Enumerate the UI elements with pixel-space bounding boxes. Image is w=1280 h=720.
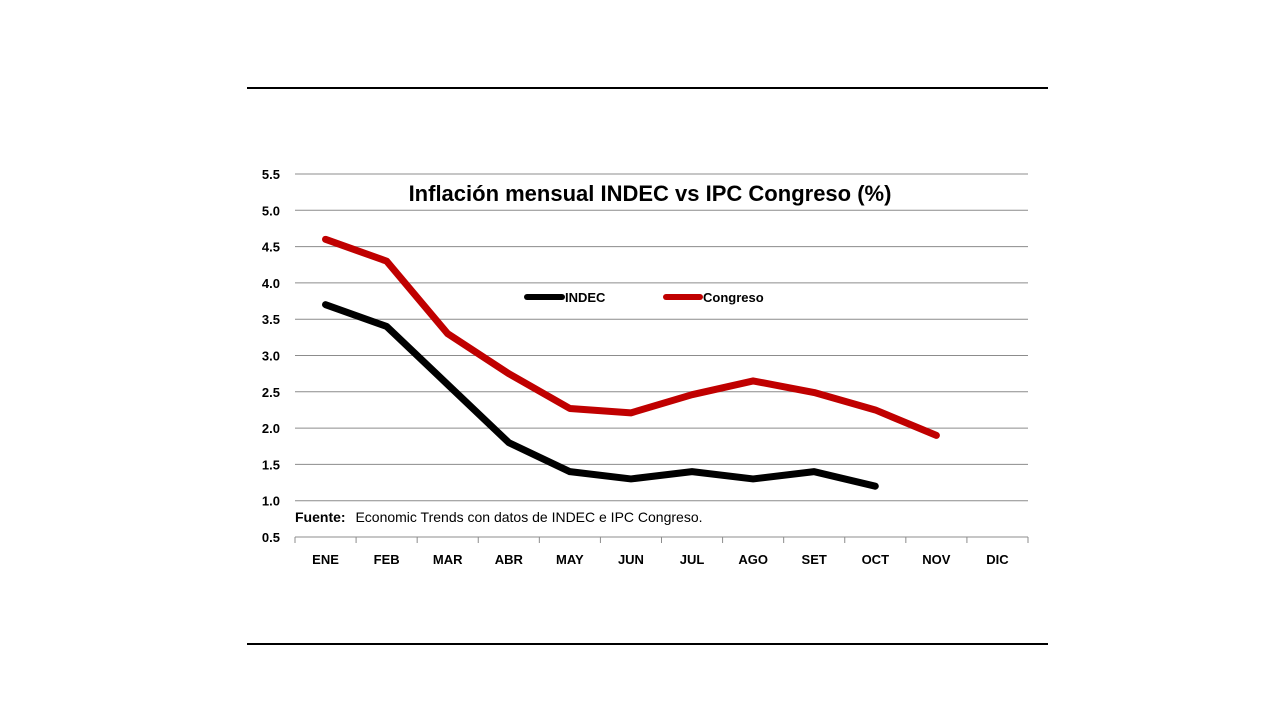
y-tick-label: 2.5 <box>262 385 280 400</box>
series-lines <box>322 235 940 490</box>
y-axis-ticks: 0.5 1.0 1.5 2.0 2.5 3.0 3.5 4.0 4.5 5.0 5.5 <box>262 167 280 545</box>
x-tick-label: NOV <box>922 552 951 567</box>
x-tick-label: MAY <box>556 552 584 567</box>
x-tick-label: OCT <box>862 552 890 567</box>
y-tick-label: 1.5 <box>262 457 280 472</box>
y-tick-label: 2.0 <box>262 421 280 436</box>
x-tick-label: MAR <box>433 552 463 567</box>
x-axis: ENE FEB MAR ABR MAY JUN JUL AGO SET OCT NOV DIC <box>294 536 1029 567</box>
y-tick-label: 4.0 <box>262 276 280 291</box>
x-tick-label: ENE <box>312 552 339 567</box>
source-text: Economic Trends con datos de INDEC e IPC… <box>355 509 702 525</box>
x-tick-label: FEB <box>374 552 400 567</box>
y-tick-label: 5.0 <box>262 203 280 218</box>
x-tick-label: DIC <box>986 552 1009 567</box>
source-note: Fuente: Economic Trends con datos de IND… <box>295 509 703 525</box>
x-tick-label: JUL <box>680 552 705 567</box>
grid-lines <box>295 173 1028 502</box>
x-tick-label: AGO <box>738 552 768 567</box>
chart-title: Inflación mensual INDEC vs IPC Congreso … <box>409 181 892 206</box>
top-rule <box>247 87 1048 89</box>
y-tick-label: 3.0 <box>262 349 280 364</box>
x-tick-label: SET <box>802 552 827 567</box>
y-tick-label: 5.5 <box>262 167 280 182</box>
x-tick-label: JUN <box>618 552 644 567</box>
series-line-congreso <box>322 235 940 439</box>
legend-label-congreso: Congreso <box>703 290 764 305</box>
y-tick-label: 0.5 <box>262 530 280 545</box>
x-tick-label: ABR <box>495 552 524 567</box>
bottom-rule <box>247 643 1048 645</box>
legend: INDEC Congreso <box>524 290 764 305</box>
y-tick-label: 4.5 <box>262 240 280 255</box>
series-line-indec <box>322 301 879 490</box>
y-tick-label: 1.0 <box>262 494 280 509</box>
source-label: Fuente: <box>295 509 346 525</box>
legend-label-indec: INDEC <box>565 290 606 305</box>
y-tick-label: 3.5 <box>262 312 280 327</box>
